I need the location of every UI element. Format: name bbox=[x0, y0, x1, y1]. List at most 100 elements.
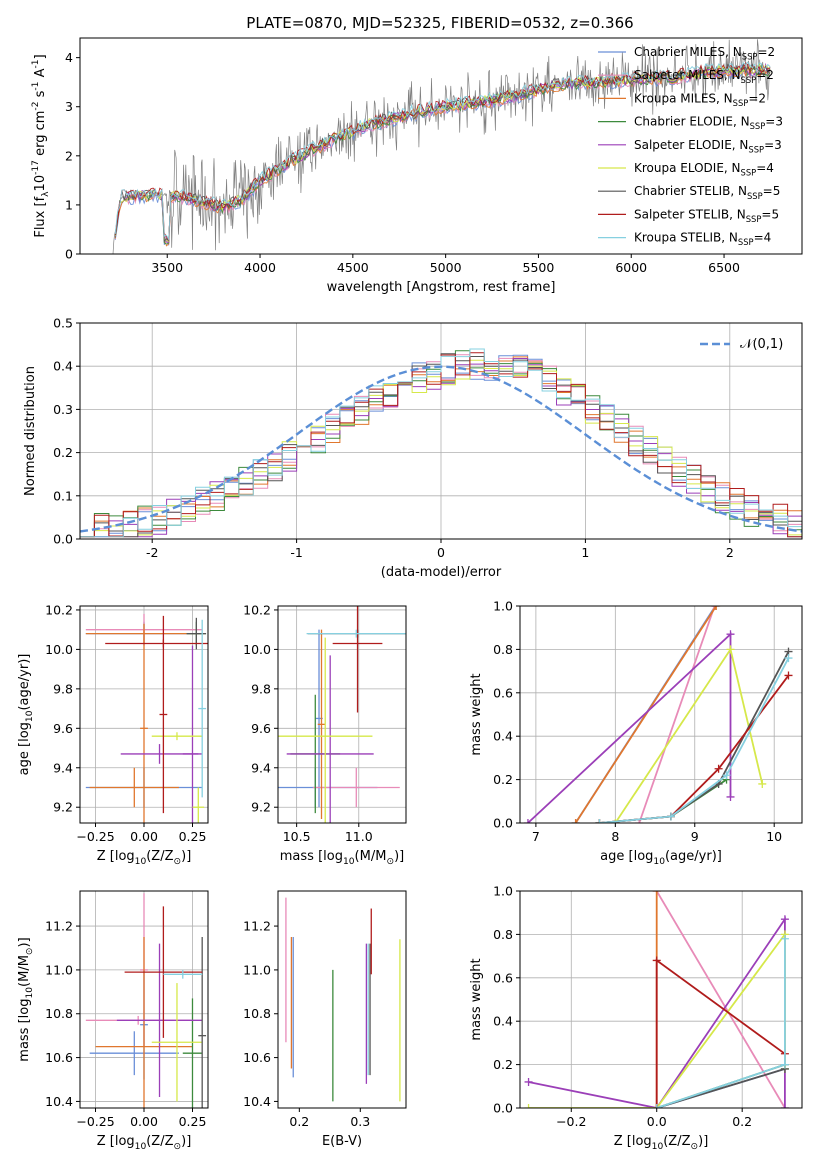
legend-label: Salpeter MILES, NSSP​=2 bbox=[634, 68, 774, 85]
y-axis-label: mass weight bbox=[469, 958, 484, 1040]
y-axis-label: mass [log10​(M/M⊙​)] bbox=[17, 937, 35, 1061]
x-tick-label: 4500 bbox=[337, 260, 369, 275]
y-tick-label: 0.2 bbox=[493, 1057, 513, 1072]
weight-marker bbox=[722, 771, 731, 780]
model-line-kroupa_stelib bbox=[114, 61, 771, 242]
weight-line-kroupa_stelib bbox=[599, 657, 790, 823]
legend-label: Chabrier STELIB, NSSP​=5 bbox=[634, 184, 780, 201]
panel-mass_vs_ebv: 0.2 0.3 10.4 10.6 10.8 11.0 11.2 E(B-V) bbox=[243, 890, 407, 1149]
y-tick-label: 0.0 bbox=[53, 532, 73, 547]
plot-area bbox=[520, 606, 802, 823]
y-tick-label: 10.2 bbox=[45, 602, 73, 617]
weight-marker bbox=[652, 956, 661, 965]
weight-marker bbox=[652, 891, 661, 895]
panel-mass_weight_vs_age: 7 8 9 10 0.0 0.2 0.4 0.6 0.8 1.0 age [log10​(age/y… bbox=[469, 599, 803, 867]
weight-marker bbox=[784, 654, 793, 663]
x-axis-label: (data-model)/error bbox=[381, 565, 502, 580]
y-tick-label: 10.0 bbox=[45, 642, 73, 657]
y-tick-label: 0.2 bbox=[53, 445, 73, 460]
y-tick-label: 0.6 bbox=[493, 685, 513, 700]
error-bar-kroupa_stelib bbox=[198, 619, 207, 798]
x-axis-label: age [log10​(age/yr)] bbox=[600, 849, 722, 867]
error-bar-salpeter_stelib bbox=[159, 615, 168, 814]
y-tick-label: 1.0 bbox=[493, 599, 513, 614]
error-bar-kroupa_elodie bbox=[151, 983, 203, 1102]
error-bar-salpeter_miles bbox=[312, 767, 400, 808]
model-line-kroupa_elodie bbox=[114, 63, 771, 243]
y-tick-label: 11.0 bbox=[45, 962, 73, 977]
legend-label: Salpeter STELIB, NSSP​=5 bbox=[634, 207, 779, 224]
y-tick-label: 10.4 bbox=[45, 1094, 73, 1109]
x-tick-label: 0.2 bbox=[289, 1114, 309, 1129]
x-tick-label: 10 bbox=[766, 829, 782, 844]
legend-label: Kroupa ELODIE, NSSP​=4 bbox=[634, 161, 774, 178]
y-axis-label: mass weight bbox=[469, 673, 484, 755]
y-tick-label: 3 bbox=[65, 99, 73, 114]
error-bar-chabrier_elodie bbox=[182, 998, 203, 1108]
y-tick-label: 9.6 bbox=[251, 721, 271, 736]
x-tick-label: 7 bbox=[532, 829, 540, 844]
weight-marker bbox=[726, 630, 735, 639]
plot-area bbox=[80, 323, 802, 539]
plot-area bbox=[278, 606, 406, 823]
weight-line-salpeter_miles bbox=[638, 606, 716, 823]
panel-age_vs_mass: 10.5 11.0 9.2 9.4 9.6 9.8 10.0 10.2 mass [log10​… bbox=[243, 602, 407, 867]
weight-marker bbox=[780, 1104, 789, 1108]
plot-area bbox=[111, 39, 771, 254]
model-line-salpeter_stelib bbox=[114, 62, 771, 242]
weight-marker bbox=[784, 671, 793, 680]
y-tick-label: 0 bbox=[65, 247, 73, 262]
y-tick-label: 10.6 bbox=[243, 1050, 271, 1065]
y-tick-label: 1.0 bbox=[493, 884, 513, 899]
y-tick-label: 11.0 bbox=[243, 962, 271, 977]
weight-marker bbox=[780, 915, 789, 924]
x-tick-label: 6500 bbox=[708, 260, 740, 275]
x-axis-label: wavelength [Angstrom, rest frame] bbox=[327, 280, 556, 295]
y-tick-label: 9.6 bbox=[53, 721, 73, 736]
weight-marker bbox=[524, 1077, 533, 1086]
y-tick-label: 0.2 bbox=[493, 772, 513, 787]
weight-marker bbox=[726, 792, 735, 801]
y-tick-label: 2 bbox=[65, 148, 73, 163]
legend-label: Kroupa STELIB, NSSP​=4 bbox=[634, 231, 771, 248]
weight-marker bbox=[523, 819, 532, 823]
weight-marker bbox=[666, 812, 675, 821]
legend-label: Kroupa MILES, NSSP​=2 bbox=[634, 91, 766, 108]
x-tick-label: −0.2 bbox=[556, 1114, 586, 1129]
x-axis-label: E(B-V) bbox=[322, 1134, 362, 1149]
axes-frame bbox=[277, 890, 407, 1109]
y-tick-label: 9.4 bbox=[251, 760, 271, 775]
y-tick-label: 10.6 bbox=[45, 1050, 73, 1065]
y-tick-label: 9.2 bbox=[53, 800, 73, 815]
y-tick-label: 9.8 bbox=[251, 681, 271, 696]
x-tick-label: −0.25 bbox=[76, 829, 114, 844]
weight-marker bbox=[714, 764, 723, 773]
weight-marker bbox=[571, 819, 580, 823]
error-bar-kroupa_stelib bbox=[306, 629, 406, 638]
x-tick-label: 0.3 bbox=[350, 1114, 370, 1129]
error-bar-kroupa_miles bbox=[89, 767, 179, 808]
x-axis-label: Z [log10​(Z/Z⊙​)] bbox=[614, 1134, 709, 1152]
gaussian-curve bbox=[80, 365, 802, 533]
y-tick-label: 10.2 bbox=[243, 602, 271, 617]
y-tick-label: 11.2 bbox=[243, 919, 271, 934]
y-tick-label: 0.3 bbox=[53, 402, 73, 417]
x-tick-label: 0.0 bbox=[647, 1114, 667, 1129]
x-tick-label: 4000 bbox=[244, 260, 276, 275]
axes-frame bbox=[79, 37, 803, 255]
x-tick-label: 5000 bbox=[430, 260, 462, 275]
axes-frame bbox=[519, 605, 803, 824]
error-bar-chabrier_miles bbox=[89, 1031, 179, 1076]
y-tick-label: 0.6 bbox=[493, 970, 513, 985]
x-axis-label: Z [log10​(Z/Z⊙​)] bbox=[97, 1134, 192, 1152]
legend-label: Chabrier ELODIE, NSSP​=3 bbox=[634, 115, 783, 132]
y-tick-label: 9.2 bbox=[251, 800, 271, 815]
legend-label: 𝒩(0,1) bbox=[740, 337, 783, 352]
error-bar-kroupa_stelib bbox=[163, 969, 203, 979]
x-tick-label: 1 bbox=[581, 545, 589, 560]
y-tick-label: 0.1 bbox=[53, 488, 73, 503]
x-tick-label: 0.25 bbox=[179, 1114, 207, 1129]
x-tick-label: 0.2 bbox=[732, 1114, 752, 1129]
model-line-chabrier_stelib bbox=[114, 62, 771, 243]
weight-marker bbox=[758, 779, 767, 788]
